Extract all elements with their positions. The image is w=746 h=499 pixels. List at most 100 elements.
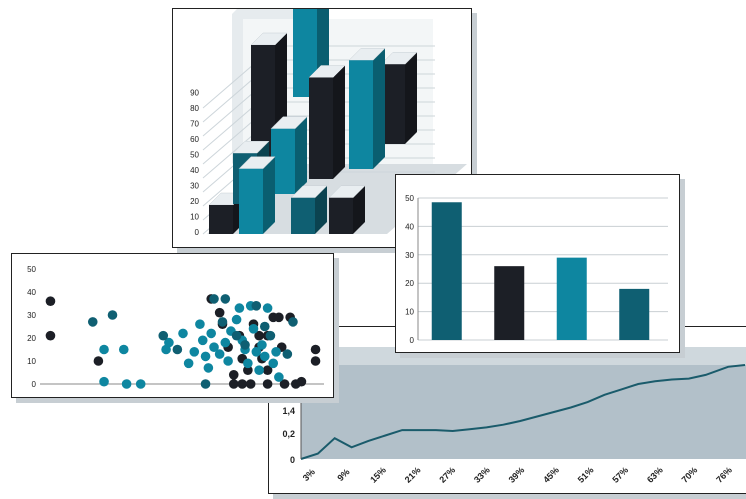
scatter-point [203,363,214,373]
scatter-point [45,296,56,306]
scatter-point [99,344,109,355]
scatter-point [274,312,284,323]
scatter-point [296,376,307,387]
scatter-point [310,356,321,366]
bar-ytick: 10 [405,308,414,317]
scatter-point [259,321,270,332]
scatter-point [240,340,250,350]
scatter-point [200,351,211,362]
scatter-ytick: 50 [27,265,36,274]
area-line [300,364,746,460]
scatter-point [254,330,264,341]
scatter-point [200,379,211,389]
chart-3d-ytick: 80 [190,104,199,113]
area-xtick: 57% [610,465,630,485]
scatter-point [245,379,256,389]
scatter-point [265,330,276,341]
scatter-point [237,379,248,389]
bar-ytick: 40 [405,222,414,231]
chart-3d-bar [291,197,315,234]
scatter-point [282,349,293,359]
area-xtick: 3% [301,467,317,483]
scatter-point [99,376,109,387]
chart-3d-bar-side [315,185,327,234]
chart-3d-ytick: 70 [190,120,199,129]
scatter-point [121,379,132,389]
chart-bars: 0 10 20 30 40 50 [395,174,680,353]
chart-3d-ytick: 10 [190,213,199,222]
scatter-point [231,330,242,341]
chart-3d-ytick: 60 [190,135,199,144]
scatter-point [178,328,188,339]
area-ytick: 0 [290,455,295,465]
chart-3d-bar-side [333,65,345,179]
chart-3d-ytick: 40 [190,166,199,175]
scatter-point [262,303,273,313]
scatter-ytick: 40 [27,288,36,297]
chart-bars-svg: 0 10 20 30 40 50 [405,194,668,345]
chart-3d-ytick: 0 [195,228,200,237]
area-xtick: 76% [714,465,734,485]
area-xtick: 15% [368,465,388,485]
scatter-point [87,317,98,327]
scatter-point [209,294,219,304]
scatter-point [251,301,262,311]
scatter-ytick: 20 [27,334,36,343]
scatter-point [257,340,267,350]
area-ytick: 0,2 [282,429,295,439]
chart-3d-bar [329,197,353,234]
area-xtick: 51% [576,465,596,485]
chart-3d-bar [309,77,333,179]
scatter-point [251,347,262,357]
chart-3d-bar [209,205,233,234]
scatter-point [158,330,169,341]
chart-3d-bar-side [353,185,365,234]
area-xtick: 21% [403,465,423,485]
scatter-point [259,351,270,362]
chart-area-svg: 0 0,2 1,4 3% 9% 15% 21% 27% 33% 39% 45% 51% 57% 63% 70… [282,347,746,485]
scatter-point [234,303,245,313]
chart-3d-ytick: 50 [190,151,199,160]
area-xtick: 63% [645,465,665,485]
scatter-point [262,379,273,389]
scatter-point [231,314,242,325]
scatter-point [243,358,253,369]
chart-3d-bar-side [295,116,307,194]
scatter-point [268,358,279,369]
bar-ytick: 20 [405,279,414,288]
scatter-point [288,317,298,327]
scatter-point [254,365,264,375]
scatter-point [93,356,104,366]
bar-ytick: 30 [405,251,414,260]
area-xtick: 33% [472,465,492,485]
chart-3d-ytick: 30 [190,182,199,191]
scatter-point [217,317,228,327]
scatter-point [107,310,118,320]
scatter-point [310,344,321,355]
scatter-point [195,319,205,329]
scatter-point [135,379,146,389]
chart-area: 0 0,2 1,4 3% 9% 15% 21% 27% 33% 39% 45% 51% 57% 63% 70… [268,326,746,494]
bar-ytick: 0 [410,336,415,345]
area-xtick: 39% [507,465,527,485]
chart-3d-ytick: 90 [190,89,199,98]
scatter-point [243,365,253,375]
chart-3d-bar-side [373,48,385,169]
scatter-point [228,370,239,380]
scatter-point [262,365,273,375]
scatter-point [271,347,281,357]
scatter-point [214,349,225,359]
chart-3d-bar [349,60,373,169]
scatter-point [214,307,225,318]
bar-0 [431,202,462,340]
chart-3d-ytick: 20 [190,197,199,206]
area-ytick: 1,4 [282,406,295,416]
area-fill [301,365,746,459]
scatter-point [220,294,231,304]
scatter-point [220,337,231,348]
scatter-ytick: 0 [32,380,37,389]
scatter-ytick: 10 [27,357,36,366]
scatter-point [197,335,208,346]
scatter-point [223,356,233,366]
bar-1 [494,266,525,340]
